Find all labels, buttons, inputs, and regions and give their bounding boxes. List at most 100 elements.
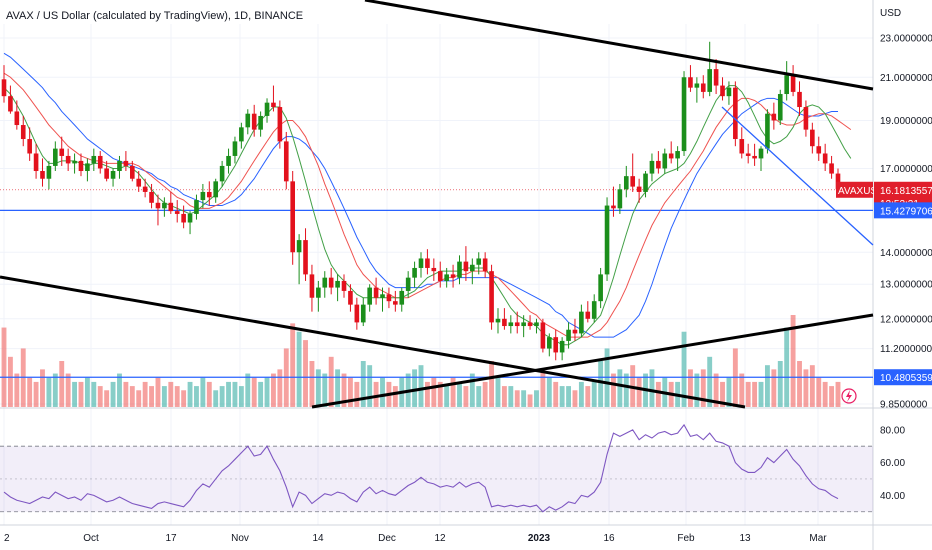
- last-price-value: 16.1813557: [880, 186, 932, 197]
- volume-bar: [303, 340, 308, 407]
- volume-bar: [816, 377, 822, 407]
- volume-bar: [392, 386, 398, 407]
- candle-body: [649, 160, 655, 174]
- volume-bar: [149, 386, 154, 407]
- volume-bar: [559, 386, 565, 407]
- volume-bar: [585, 386, 591, 407]
- volume-bar: [72, 381, 78, 407]
- volume-bar: [155, 377, 161, 407]
- candle-body: [123, 160, 129, 166]
- x-tick-label: Dec: [378, 533, 396, 544]
- candle-body: [283, 141, 289, 182]
- candle-body: [733, 87, 738, 140]
- volume-bar: [328, 356, 334, 407]
- volume-bar: [7, 356, 13, 407]
- volume-bar: [315, 369, 321, 407]
- candle-body: [162, 202, 167, 209]
- volume-bar: [129, 386, 135, 407]
- volume-bar: [745, 381, 751, 407]
- volume-bar: [110, 381, 116, 407]
- y-tick-label: 12.0000000: [880, 314, 932, 325]
- volume-bar: [46, 377, 52, 407]
- candle-body: [470, 264, 475, 272]
- candle-body: [540, 322, 546, 349]
- candle-body: [303, 240, 308, 275]
- moving-average-lines: [0, 52, 873, 378]
- volume-bar: [566, 386, 571, 407]
- candle-body: [765, 113, 770, 149]
- volume-bar: [463, 386, 469, 407]
- candle-body: [739, 139, 745, 154]
- volume-bar: [835, 381, 841, 407]
- candle-body: [771, 113, 777, 121]
- volume-bar: [309, 361, 315, 407]
- volume-bar: [713, 373, 719, 407]
- candle-body: [559, 340, 565, 353]
- volume-bar: [367, 365, 373, 407]
- candle-body: [822, 153, 828, 164]
- volume-bar: [213, 390, 219, 407]
- volume-bar: [271, 373, 276, 407]
- volume-bar: [822, 381, 828, 407]
- candle-body: [437, 271, 443, 281]
- trend-lines[interactable]: [0, 0, 874, 409]
- candle-body: [700, 83, 706, 92]
- rsi-tick-label: 80.00: [880, 425, 905, 436]
- x-tick-label: Mar: [809, 533, 827, 544]
- candlesticks[interactable]: [1, 41, 841, 361]
- candle-body: [630, 176, 636, 187]
- volume-bar: [142, 381, 148, 407]
- y-tick-label: 21.0000000: [880, 73, 932, 84]
- candle-body: [181, 213, 186, 223]
- volume-bar: [52, 373, 58, 407]
- candle-body: [405, 277, 411, 291]
- lightning-icon[interactable]: [841, 388, 857, 404]
- volume-bar: [508, 386, 514, 407]
- candle-body: [450, 274, 456, 278]
- candle-body: [553, 337, 559, 353]
- volume-bar: [360, 361, 366, 407]
- level-price-value: 15.4279706: [880, 206, 932, 217]
- candle-body: [386, 294, 392, 302]
- volume-bar: [245, 373, 251, 407]
- candle-body: [527, 322, 533, 327]
- volume-bar: [700, 369, 706, 407]
- volume-bar: [161, 386, 167, 407]
- chart-title: AVAX / US Dollar (calculated by TradingV…: [6, 10, 303, 22]
- volume-bar: [373, 381, 379, 407]
- volume-bar: [720, 381, 725, 407]
- y-tick-label: 14.0000000: [880, 248, 932, 259]
- volume-bar: [739, 373, 745, 407]
- x-tick-label: 17: [165, 533, 177, 544]
- candle-body: [758, 148, 764, 159]
- price-axis: 23.0000000 21.0000000 19.0000000 17.0000000…: [836, 34, 932, 502]
- candle-body: [623, 176, 629, 190]
- candle-body: [33, 153, 39, 172]
- volume-bar: [476, 386, 482, 407]
- rsi-line: [3, 423, 839, 513]
- volume-bar: [14, 373, 20, 407]
- volume-bar: [174, 386, 180, 407]
- ma-slow-line: [3, 52, 838, 338]
- candle-body: [367, 287, 372, 305]
- candle-body: [245, 113, 251, 128]
- volume-bar: [655, 381, 661, 407]
- y-tick-label: 19.0000000: [880, 116, 932, 127]
- volume-bar: [489, 361, 495, 407]
- candle-body: [8, 96, 13, 112]
- volume-bar: [636, 377, 642, 407]
- candle-body: [232, 141, 238, 156]
- volume-bar: [232, 381, 238, 407]
- volume-bar: [572, 390, 578, 407]
- candle-body: [341, 280, 347, 291]
- candle-body: [271, 102, 276, 108]
- volume-bars: [1, 315, 841, 407]
- volume-bar: [688, 369, 693, 407]
- y-tick-label: 23.0000000: [880, 34, 932, 45]
- candle-body: [59, 148, 65, 156]
- candle-body: [40, 171, 45, 179]
- x-tick-label: 13: [739, 533, 751, 544]
- candle-body: [20, 125, 26, 140]
- volume-bar: [40, 369, 45, 407]
